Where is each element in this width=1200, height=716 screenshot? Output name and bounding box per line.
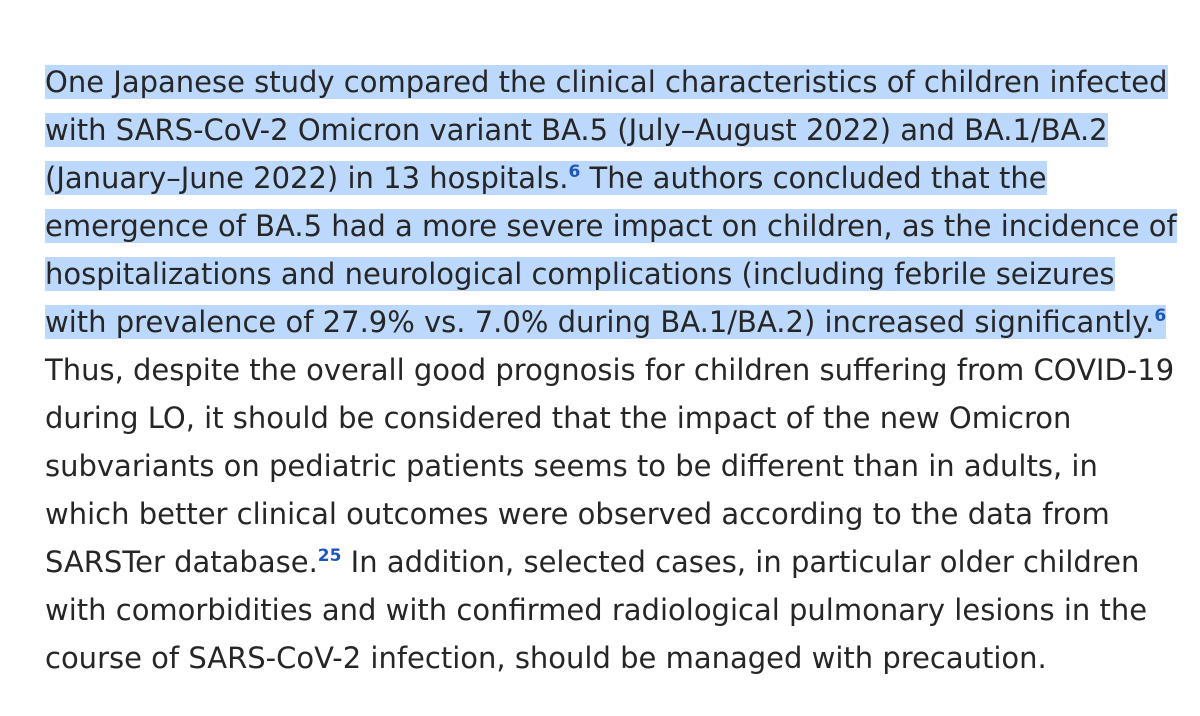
article-paragraph: One Japanese study compared the clinical… [45, 58, 1177, 682]
body-text: during LO, it should be considered that … [45, 401, 1072, 435]
selected-text[interactable]: with SARS-CoV-2 Omicron variant BA.5 (Ju… [45, 113, 1108, 147]
text-line: which better clinical outcomes were obse… [45, 490, 1165, 538]
selected-text[interactable]: hospitalizations and neurological compli… [45, 257, 1115, 291]
body-text: In addition, selected cases, in particul… [341, 545, 1140, 579]
text-line: emergence of BA.5 had a more severe impa… [45, 202, 1177, 250]
body-text: course of SARS-CoV-2 infection, should b… [45, 641, 1047, 675]
text-line: hospitalizations and neurological compli… [45, 250, 1165, 298]
selected-text[interactable]: The authors concluded that the [580, 161, 1047, 195]
reference-link-6[interactable]: 6 [1154, 306, 1167, 326]
reference-link-6[interactable]: 6 [568, 162, 581, 182]
reference-link-25[interactable]: 25 [317, 546, 342, 566]
selected-text[interactable]: One Japanese study compared the clinical… [45, 65, 1168, 99]
text-line: One Japanese study compared the clinical… [45, 58, 1168, 106]
text-line: during LO, it should be considered that … [45, 394, 1165, 442]
selected-text[interactable]: with prevalence of 27.9% vs. 7.0% during… [45, 305, 1155, 339]
body-text: which better clinical outcomes were obse… [45, 497, 1110, 531]
body-text: with comorbidities and with confirmed ra… [45, 593, 1148, 627]
text-line: with SARS-CoV-2 Omicron variant BA.5 (Ju… [45, 106, 1165, 154]
text-line: (January–June 2022) in 13 hospitals.6 Th… [45, 154, 1165, 202]
text-line: Thus, despite the overall good prognosis… [45, 346, 1174, 394]
text-line: SARSTer database.25 In addition, selecte… [45, 538, 1165, 586]
body-text: Thus, despite the overall good prognosis… [45, 353, 1175, 387]
body-text: SARSTer database. [45, 545, 318, 579]
text-line: with comorbidities and with confirmed ra… [45, 586, 1165, 634]
text-line: subvariants on pediatric patients seems … [45, 442, 1165, 490]
selected-text[interactable]: (January–June 2022) in 13 hospitals. [45, 161, 569, 195]
body-text: subvariants on pediatric patients seems … [45, 449, 1098, 483]
text-line: with prevalence of 27.9% vs. 7.0% during… [45, 298, 1167, 346]
text-line: course of SARS-CoV-2 infection, should b… [45, 634, 1165, 682]
selected-text[interactable]: emergence of BA.5 had a more severe impa… [45, 209, 1177, 243]
